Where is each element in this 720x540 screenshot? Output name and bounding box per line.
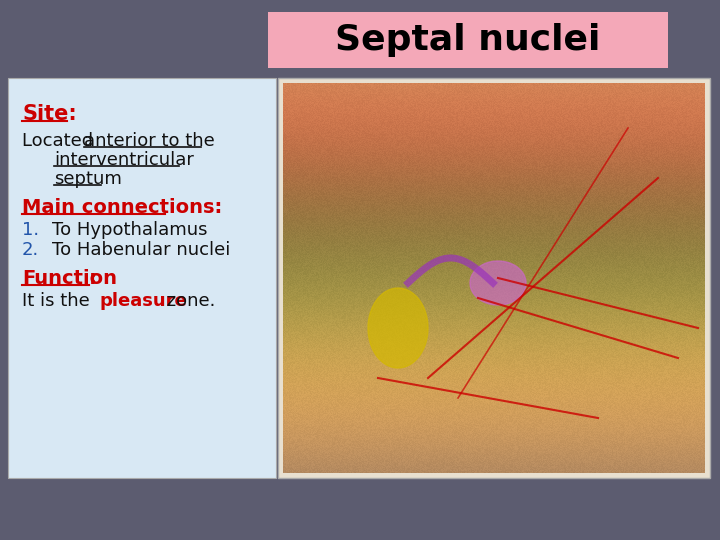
- Text: Site:: Site:: [22, 104, 77, 124]
- Bar: [278, 78, 710, 478]
- Text: To Habenular nuclei: To Habenular nuclei: [52, 241, 230, 259]
- Text: To Hypothalamus: To Hypothalamus: [52, 221, 207, 239]
- Text: Function: Function: [22, 269, 117, 288]
- Text: :: :: [89, 269, 96, 288]
- Polygon shape: [470, 261, 526, 305]
- Text: 2.: 2.: [22, 241, 40, 259]
- Text: It is the: It is the: [22, 292, 96, 310]
- Text: septum: septum: [54, 170, 122, 188]
- Text: zone.: zone.: [161, 292, 215, 310]
- Text: anterior to the: anterior to the: [84, 132, 215, 150]
- Text: 1.: 1.: [22, 221, 39, 239]
- Bar: [8, 78, 276, 478]
- Text: interventricular: interventricular: [54, 151, 194, 169]
- Bar: [268, 12, 668, 68]
- Text: Septal nuclei: Septal nuclei: [336, 23, 600, 57]
- Text: Main connections:: Main connections:: [22, 198, 222, 217]
- Text: pleasure: pleasure: [99, 292, 187, 310]
- Text: Located: Located: [22, 132, 99, 150]
- Polygon shape: [368, 288, 428, 368]
